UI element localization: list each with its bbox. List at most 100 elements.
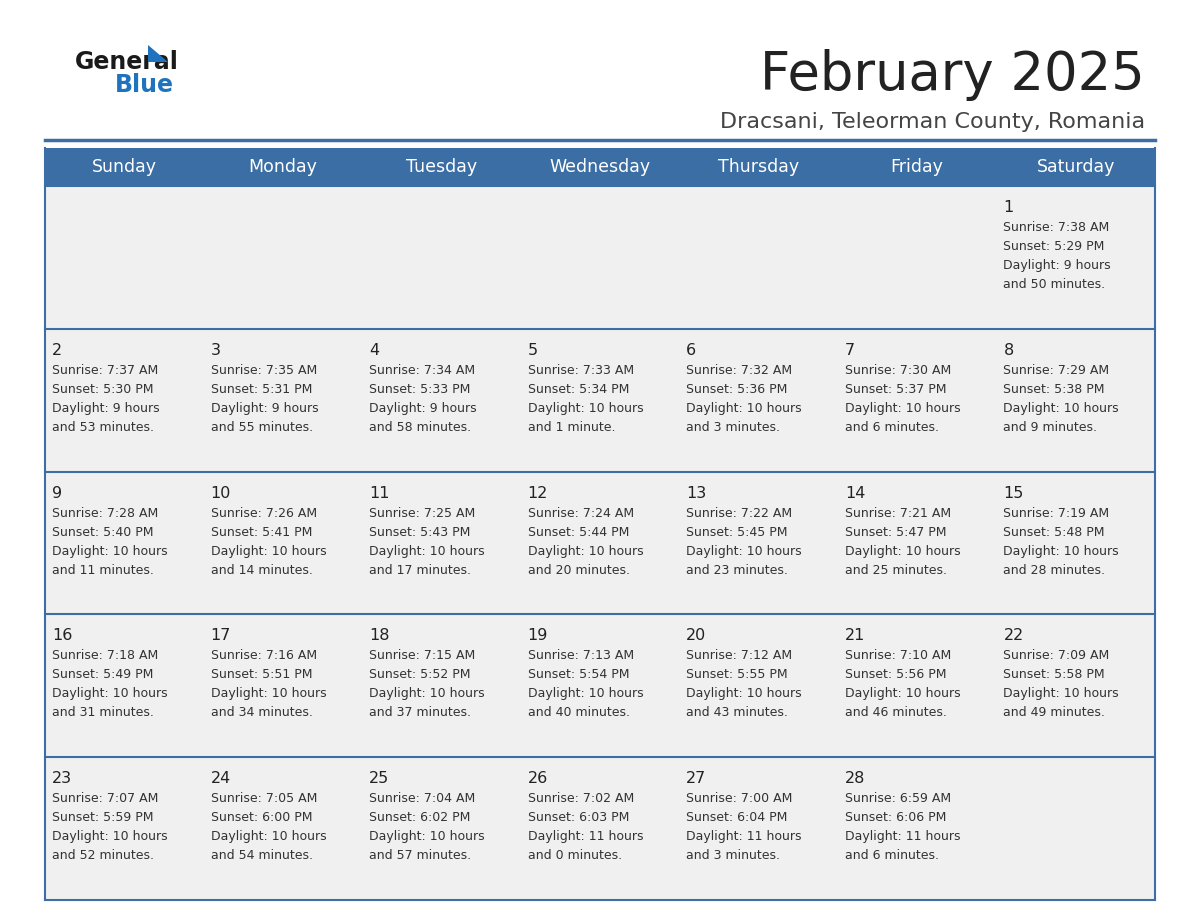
Bar bbox=[680, 614, 838, 757]
Text: Sunrise: 7:33 AM: Sunrise: 7:33 AM bbox=[527, 364, 634, 376]
Text: Sunset: 5:37 PM: Sunset: 5:37 PM bbox=[845, 383, 947, 396]
Text: 5: 5 bbox=[527, 342, 538, 358]
Text: Sunrise: 7:28 AM: Sunrise: 7:28 AM bbox=[52, 507, 158, 520]
Text: and 52 minutes.: and 52 minutes. bbox=[52, 849, 154, 862]
Text: 14: 14 bbox=[845, 486, 865, 500]
Text: and 57 minutes.: and 57 minutes. bbox=[369, 849, 472, 862]
Bar bbox=[520, 757, 680, 900]
Text: Daylight: 10 hours: Daylight: 10 hours bbox=[369, 544, 485, 557]
Text: and 58 minutes.: and 58 minutes. bbox=[369, 420, 472, 434]
Text: Daylight: 10 hours: Daylight: 10 hours bbox=[845, 544, 960, 557]
Text: Sunset: 5:43 PM: Sunset: 5:43 PM bbox=[369, 526, 470, 539]
Text: and 55 minutes.: and 55 minutes. bbox=[210, 420, 312, 434]
Text: 26: 26 bbox=[527, 771, 548, 786]
Bar bbox=[680, 472, 838, 614]
Text: Sunset: 5:55 PM: Sunset: 5:55 PM bbox=[687, 668, 788, 681]
Bar bbox=[203, 472, 362, 614]
Text: Monday: Monday bbox=[248, 158, 317, 176]
Text: and 17 minutes.: and 17 minutes. bbox=[369, 564, 472, 577]
Text: 4: 4 bbox=[369, 342, 379, 358]
Text: Sunset: 6:02 PM: Sunset: 6:02 PM bbox=[369, 812, 470, 824]
Bar bbox=[520, 472, 680, 614]
Text: Daylight: 10 hours: Daylight: 10 hours bbox=[52, 830, 168, 844]
Text: Sunrise: 7:25 AM: Sunrise: 7:25 AM bbox=[369, 507, 475, 520]
Text: and 1 minute.: and 1 minute. bbox=[527, 420, 615, 434]
Text: and 49 minutes.: and 49 minutes. bbox=[1004, 706, 1105, 720]
Text: Sunrise: 7:04 AM: Sunrise: 7:04 AM bbox=[369, 792, 475, 805]
Text: 11: 11 bbox=[369, 486, 390, 500]
Bar bbox=[997, 757, 1155, 900]
Text: and 37 minutes.: and 37 minutes. bbox=[369, 706, 472, 720]
Text: Sunset: 6:00 PM: Sunset: 6:00 PM bbox=[210, 812, 312, 824]
Text: 6: 6 bbox=[687, 342, 696, 358]
Text: Sunrise: 7:10 AM: Sunrise: 7:10 AM bbox=[845, 649, 952, 663]
Text: and 46 minutes.: and 46 minutes. bbox=[845, 706, 947, 720]
Text: Daylight: 10 hours: Daylight: 10 hours bbox=[210, 544, 327, 557]
Bar bbox=[838, 472, 997, 614]
Text: 28: 28 bbox=[845, 771, 865, 786]
Bar bbox=[203, 186, 362, 329]
Text: Dracsani, Teleorman County, Romania: Dracsani, Teleorman County, Romania bbox=[720, 112, 1145, 132]
Text: Sunset: 5:59 PM: Sunset: 5:59 PM bbox=[52, 812, 153, 824]
Text: Daylight: 10 hours: Daylight: 10 hours bbox=[369, 830, 485, 844]
Text: Sunset: 5:31 PM: Sunset: 5:31 PM bbox=[210, 383, 312, 396]
Text: Daylight: 10 hours: Daylight: 10 hours bbox=[845, 402, 960, 415]
Text: Sunset: 5:47 PM: Sunset: 5:47 PM bbox=[845, 526, 947, 539]
Text: Daylight: 11 hours: Daylight: 11 hours bbox=[687, 830, 802, 844]
Text: and 53 minutes.: and 53 minutes. bbox=[52, 420, 154, 434]
Text: Daylight: 10 hours: Daylight: 10 hours bbox=[845, 688, 960, 700]
Text: Daylight: 10 hours: Daylight: 10 hours bbox=[210, 688, 327, 700]
Text: and 50 minutes.: and 50 minutes. bbox=[1004, 278, 1106, 291]
Text: Daylight: 10 hours: Daylight: 10 hours bbox=[1004, 402, 1119, 415]
Text: and 3 minutes.: and 3 minutes. bbox=[687, 420, 781, 434]
Text: Sunrise: 7:02 AM: Sunrise: 7:02 AM bbox=[527, 792, 634, 805]
Text: 24: 24 bbox=[210, 771, 230, 786]
Bar bbox=[362, 757, 520, 900]
Text: 10: 10 bbox=[210, 486, 230, 500]
Text: Daylight: 9 hours: Daylight: 9 hours bbox=[210, 402, 318, 415]
Polygon shape bbox=[148, 45, 168, 62]
Bar bbox=[838, 614, 997, 757]
Text: 25: 25 bbox=[369, 771, 390, 786]
Bar bbox=[45, 614, 203, 757]
Text: 17: 17 bbox=[210, 629, 230, 644]
Text: and 0 minutes.: and 0 minutes. bbox=[527, 849, 621, 862]
Bar bbox=[838, 186, 997, 329]
Text: and 11 minutes.: and 11 minutes. bbox=[52, 564, 154, 577]
Bar bbox=[997, 186, 1155, 329]
Text: and 23 minutes.: and 23 minutes. bbox=[687, 564, 788, 577]
Text: Blue: Blue bbox=[115, 73, 173, 97]
Text: and 34 minutes.: and 34 minutes. bbox=[210, 706, 312, 720]
Bar bbox=[680, 186, 838, 329]
Text: Sunrise: 7:37 AM: Sunrise: 7:37 AM bbox=[52, 364, 158, 376]
Text: and 31 minutes.: and 31 minutes. bbox=[52, 706, 154, 720]
Bar bbox=[520, 186, 680, 329]
Text: Daylight: 10 hours: Daylight: 10 hours bbox=[369, 688, 485, 700]
Text: Friday: Friday bbox=[891, 158, 943, 176]
Text: Sunrise: 7:32 AM: Sunrise: 7:32 AM bbox=[687, 364, 792, 376]
Text: 20: 20 bbox=[687, 629, 707, 644]
Text: 23: 23 bbox=[52, 771, 72, 786]
Text: Sunset: 5:34 PM: Sunset: 5:34 PM bbox=[527, 383, 630, 396]
Text: Daylight: 9 hours: Daylight: 9 hours bbox=[1004, 259, 1111, 272]
Text: 3: 3 bbox=[210, 342, 221, 358]
Text: 9: 9 bbox=[52, 486, 62, 500]
Text: Sunset: 5:45 PM: Sunset: 5:45 PM bbox=[687, 526, 788, 539]
Text: Sunrise: 7:15 AM: Sunrise: 7:15 AM bbox=[369, 649, 475, 663]
Text: 21: 21 bbox=[845, 629, 865, 644]
Bar bbox=[997, 614, 1155, 757]
Text: Sunset: 5:51 PM: Sunset: 5:51 PM bbox=[210, 668, 312, 681]
Text: and 25 minutes.: and 25 minutes. bbox=[845, 564, 947, 577]
Bar bbox=[680, 329, 838, 472]
Text: Thursday: Thursday bbox=[718, 158, 800, 176]
Bar bbox=[45, 472, 203, 614]
Bar bbox=[997, 329, 1155, 472]
Bar bbox=[838, 757, 997, 900]
Text: Wednesday: Wednesday bbox=[549, 158, 651, 176]
Text: Sunset: 5:56 PM: Sunset: 5:56 PM bbox=[845, 668, 947, 681]
Text: Sunrise: 7:05 AM: Sunrise: 7:05 AM bbox=[210, 792, 317, 805]
Text: Sunset: 5:38 PM: Sunset: 5:38 PM bbox=[1004, 383, 1105, 396]
Bar bbox=[362, 329, 520, 472]
Text: Daylight: 10 hours: Daylight: 10 hours bbox=[527, 688, 644, 700]
Text: 12: 12 bbox=[527, 486, 548, 500]
